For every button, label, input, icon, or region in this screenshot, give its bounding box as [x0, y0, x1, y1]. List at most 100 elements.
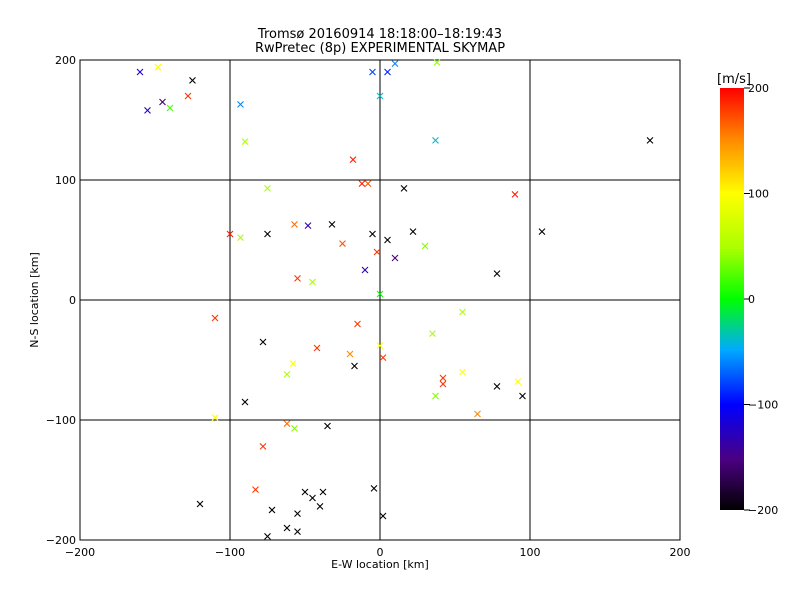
data-point — [376, 342, 384, 349]
data-point — [339, 240, 346, 247]
data-point — [459, 308, 466, 316]
data-point — [391, 254, 399, 262]
colorbar-tick-label: 200 — [748, 82, 769, 95]
data-point — [264, 230, 271, 238]
data-point — [379, 354, 387, 361]
data-point — [144, 107, 151, 114]
data-point — [294, 510, 301, 517]
data-point — [159, 98, 166, 106]
data-point — [409, 228, 417, 235]
data-point — [309, 494, 316, 502]
y-tick-label: −100 — [46, 414, 76, 427]
data-point — [301, 488, 309, 496]
data-point — [189, 77, 196, 84]
data-point — [237, 234, 244, 241]
data-point — [166, 104, 174, 112]
data-point — [519, 392, 526, 400]
colorbar-tick-label: −200 — [748, 504, 778, 517]
y-tick-label: 100 — [55, 174, 76, 187]
y-tick-label: 200 — [55, 54, 76, 67]
data-point — [294, 528, 301, 535]
data-point — [259, 443, 267, 450]
data-point — [268, 506, 276, 514]
data-point — [432, 392, 439, 400]
data-point — [349, 156, 357, 163]
data-point — [351, 362, 358, 370]
data-point — [316, 503, 324, 510]
colorbar-tick-label: 0 — [748, 293, 755, 306]
y-axis-label: N-S location [km] — [28, 252, 41, 348]
x-axis-label: E-W location [km] — [331, 558, 429, 571]
data-point — [196, 500, 204, 508]
x-tick-label: −200 — [65, 546, 95, 559]
data-point — [379, 512, 387, 520]
data-point — [429, 330, 436, 337]
data-point — [369, 230, 376, 238]
y-tick-label: −200 — [46, 534, 76, 547]
data-point — [511, 191, 519, 198]
data-point — [391, 60, 399, 67]
data-point — [514, 378, 522, 385]
data-point — [384, 236, 391, 244]
data-point — [241, 398, 249, 406]
data-point — [646, 137, 654, 144]
chart-title: Tromsø 20160914 18:18:00–18:19:43 — [257, 27, 502, 42]
data-point — [264, 185, 271, 192]
data-point — [384, 68, 391, 76]
data-point — [237, 101, 244, 108]
data-point — [184, 92, 192, 100]
data-point — [136, 68, 144, 76]
data-point — [370, 485, 378, 492]
data-point — [364, 180, 372, 187]
data-point — [373, 248, 381, 256]
data-point — [241, 138, 249, 145]
data-point — [283, 524, 291, 532]
data-point — [259, 338, 267, 346]
grid-lines — [80, 60, 680, 540]
colorbar — [720, 88, 744, 510]
data-point — [538, 228, 546, 235]
data-point — [493, 270, 501, 277]
data-point — [309, 278, 316, 286]
y-tick-labels: −200 −100 0 100 200 — [46, 54, 76, 547]
x-tick-labels: −200 −100 0 100 200 — [65, 546, 691, 559]
colorbar-tick-label: −100 — [748, 399, 778, 412]
data-point — [226, 230, 234, 238]
data-point — [433, 59, 441, 66]
x-tick-label: −100 — [215, 546, 245, 559]
data-point — [459, 368, 466, 376]
colorbar-label: [m/s] — [717, 72, 751, 87]
data-point — [291, 425, 298, 432]
data-point — [493, 383, 501, 390]
data-point — [439, 380, 447, 388]
data-point — [474, 410, 481, 418]
data-point — [432, 137, 439, 144]
data-point — [400, 185, 408, 192]
data-point — [369, 68, 376, 76]
x-tick-label: 0 — [377, 546, 384, 559]
data-point — [264, 533, 271, 540]
data-point — [211, 314, 219, 322]
data-point — [439, 374, 447, 382]
x-tick-label: 200 — [670, 546, 691, 559]
data-point — [283, 420, 291, 427]
data-point — [294, 275, 301, 282]
data-points — [136, 59, 654, 540]
data-point — [354, 320, 361, 328]
colorbar-ticks: 200 100 0 −100 −200 — [744, 82, 778, 517]
data-point — [361, 266, 369, 274]
data-point — [358, 180, 366, 187]
x-tick-label: 100 — [520, 546, 541, 559]
y-tick-label: 0 — [69, 294, 76, 307]
data-point — [291, 221, 298, 228]
colorbar-tick-label: 100 — [748, 188, 769, 201]
data-point — [421, 242, 429, 250]
chart-subtitle: RwPretec (8p) EXPERIMENTAL SKYMAP — [255, 41, 505, 56]
data-point — [328, 221, 336, 228]
data-point — [304, 222, 312, 229]
data-point — [313, 344, 321, 352]
data-point — [289, 360, 297, 367]
data-point — [346, 350, 354, 358]
data-point — [319, 488, 327, 496]
